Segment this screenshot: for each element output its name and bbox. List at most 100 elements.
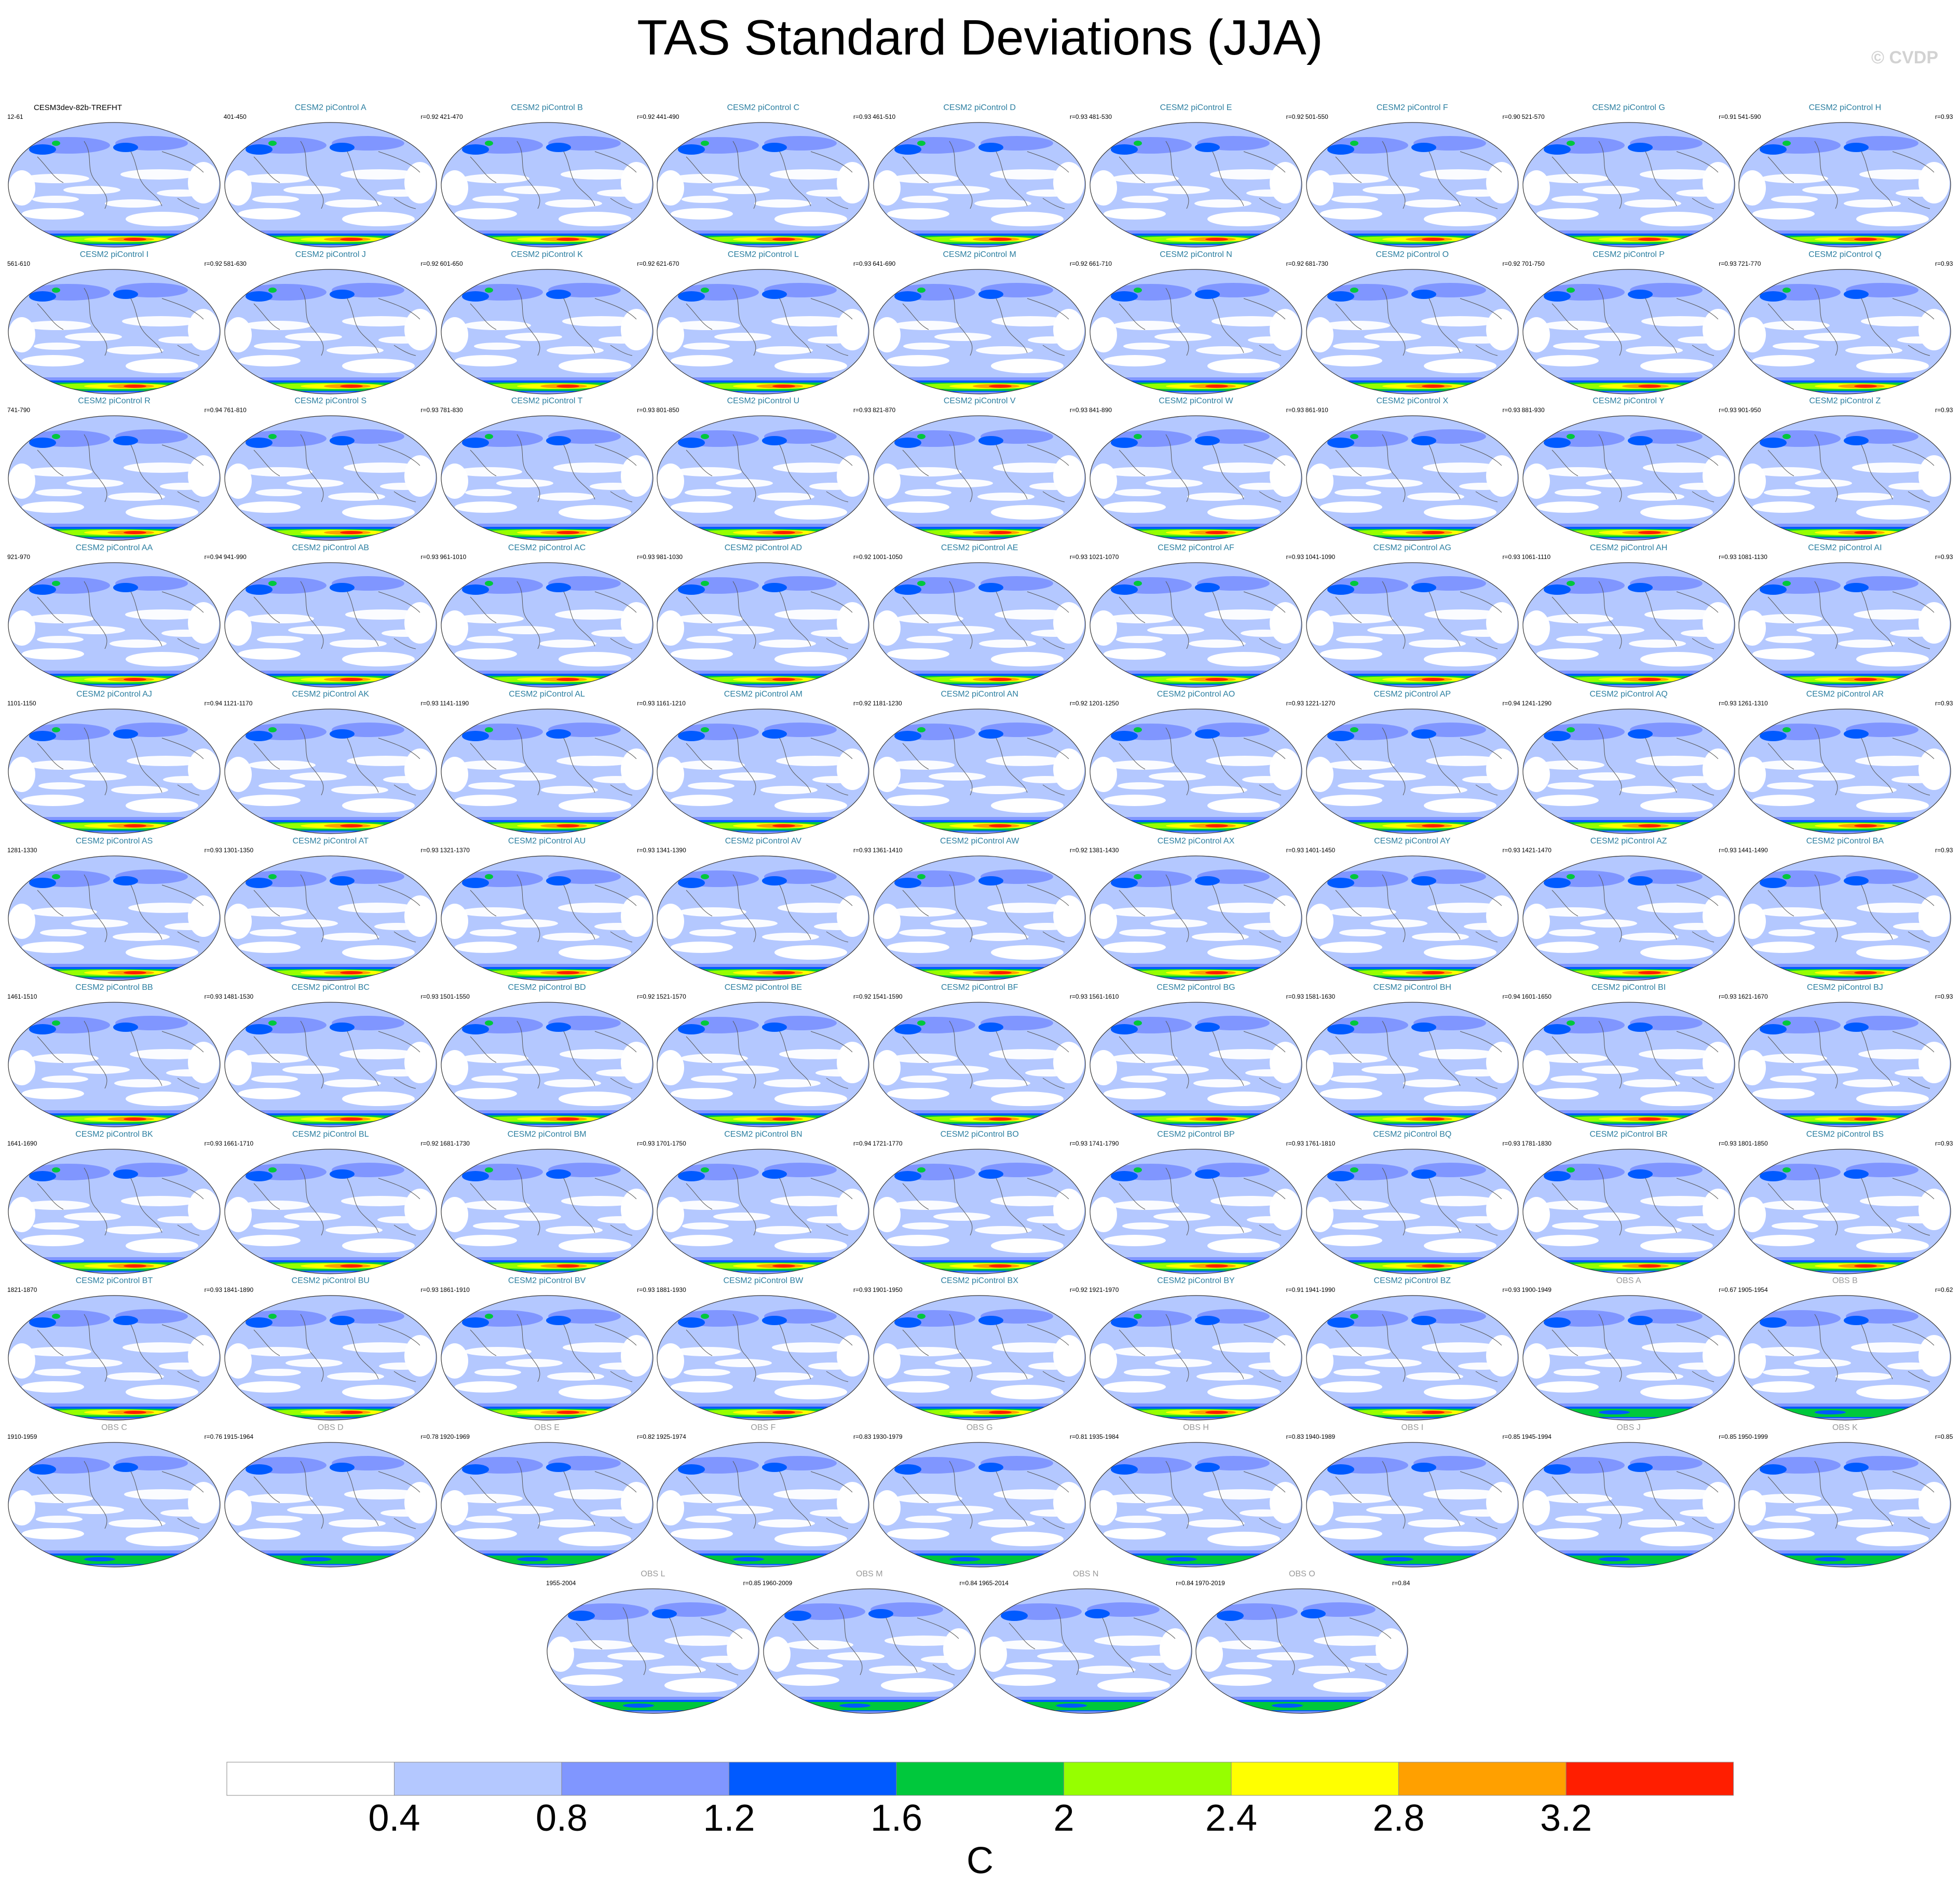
panel-years: 1081-1130 bbox=[1738, 553, 1767, 561]
panel-correlation: r=0.93 bbox=[420, 993, 439, 1000]
panel-correlation: r=0.82 bbox=[637, 1433, 655, 1440]
panel-years: 541-590 bbox=[1738, 113, 1761, 120]
panel-years: 401-450 bbox=[223, 113, 247, 120]
panel-title: CESM2 piControl K bbox=[511, 250, 583, 259]
map-plot bbox=[1195, 1588, 1408, 1714]
map-panel: CESM2 piControl BQ 1761-1810 r=0.93 bbox=[1304, 1129, 1520, 1276]
panel-correlation: r=0.93 bbox=[637, 846, 655, 854]
panel-years: 781-830 bbox=[440, 406, 463, 414]
panel-title: CESM2 piControl X bbox=[1376, 397, 1449, 405]
coastline-lines bbox=[902, 1314, 1069, 1382]
coastline-lines bbox=[1335, 581, 1502, 649]
map-panel: CESM2 piControl S 761-810 r=0.93 bbox=[223, 396, 439, 542]
map-panel: CESM2 piControl E 481-530 r=0.92 bbox=[1088, 103, 1304, 249]
panel-title: CESM2 piControl AT bbox=[292, 836, 369, 846]
map-plot bbox=[1738, 122, 1951, 248]
panel-title: CESM2 piControl AB bbox=[292, 543, 370, 552]
map-panel: CESM2 piControl BG 1561-1610 r=0.93 bbox=[1088, 983, 1304, 1129]
panel-years: 1925-1974 bbox=[656, 1433, 686, 1440]
panel-years: 1950-1999 bbox=[1738, 1433, 1768, 1440]
map-plot bbox=[1306, 415, 1519, 541]
colorbar-tick-label: 2.4 bbox=[1205, 1797, 1258, 1839]
map-plot bbox=[1738, 1148, 1951, 1274]
panel-title: OBS G bbox=[966, 1423, 993, 1432]
map-panel: CESM3dev-82b-TREFHT 12-61 bbox=[6, 103, 222, 249]
panel-correlation: r=0.93 bbox=[637, 406, 655, 414]
panel-years: 1930-1979 bbox=[873, 1433, 903, 1440]
map-plot bbox=[1306, 708, 1519, 834]
map-panel: OBS G 1930-1979 r=0.81 bbox=[872, 1423, 1087, 1569]
panel-correlation: r=0.92 bbox=[420, 113, 439, 120]
panel-correlation: r=0.93 bbox=[853, 846, 872, 854]
coastline-lines bbox=[37, 727, 204, 796]
coastline-lines bbox=[37, 288, 204, 356]
panel-correlation: r=0.93 bbox=[420, 1286, 439, 1293]
panel-correlation: r=0.85 bbox=[1502, 1433, 1520, 1440]
panel-correlation: r=0.93 bbox=[1286, 1139, 1304, 1147]
panel-title: CESM2 piControl M bbox=[943, 250, 1016, 259]
map-plot bbox=[657, 268, 869, 394]
map-plot bbox=[8, 708, 221, 834]
panel-years: 841-890 bbox=[1089, 406, 1112, 414]
panel-title: OBS K bbox=[1832, 1423, 1858, 1432]
panel-title: CESM2 piControl H bbox=[1808, 103, 1882, 112]
map-panel: CESM2 piControl AF 1021-1070 r=0.93 bbox=[1088, 543, 1304, 689]
panel-years: 981-1030 bbox=[656, 553, 683, 561]
panel-correlation: r=0.92 bbox=[1286, 113, 1304, 120]
coastline-lines bbox=[253, 581, 420, 649]
map-plot bbox=[1522, 562, 1735, 688]
map-panel: CESM2 piControl BK 1641-1690 r=0.93 bbox=[6, 1129, 222, 1276]
coastline-lines bbox=[576, 1607, 743, 1675]
map-panel: CESM2 piControl BA 1441-1490 r=0.93 bbox=[1737, 836, 1953, 983]
panel-correlation: r=0.93 bbox=[1719, 846, 1737, 854]
map-plot bbox=[224, 1441, 437, 1568]
panel-correlation: r=0.84 bbox=[1392, 1579, 1410, 1587]
map-panel: CESM2 piControl B 421-470 r=0.92 bbox=[439, 103, 655, 249]
panel-correlation: r=0.93 bbox=[1069, 553, 1088, 561]
map-panel: CESM2 piControl BJ 1621-1670 r=0.93 bbox=[1737, 983, 1953, 1129]
coastline-lines bbox=[253, 1167, 420, 1235]
panel-years: 1161-1210 bbox=[656, 700, 686, 707]
coastline-lines bbox=[1335, 141, 1502, 209]
panel-correlation: r=0.93 bbox=[1286, 700, 1304, 707]
panel-correlation: r=0.92 bbox=[637, 260, 655, 267]
map-panel: CESM2 piControl AC 961-1010 r=0.93 bbox=[439, 543, 655, 689]
coastline-lines bbox=[1768, 434, 1935, 502]
panel-title: CESM2 piControl AS bbox=[75, 836, 153, 846]
coastline-lines bbox=[1768, 1020, 1935, 1089]
coastline-lines bbox=[470, 581, 636, 649]
panel-years: 1421-1470 bbox=[1521, 846, 1551, 854]
panel-title: CESM2 piControl AU bbox=[508, 836, 586, 846]
coastline-lines bbox=[1768, 1461, 1935, 1529]
map-plot bbox=[8, 1295, 221, 1421]
panel-years: 1281-1330 bbox=[7, 846, 37, 854]
map-panel: CESM2 piControl BF 1541-1590 r=0.93 bbox=[872, 983, 1087, 1129]
map-panel: CESM2 piControl AN 1181-1230 r=0.92 bbox=[872, 689, 1087, 836]
panel-years: 1910-1959 bbox=[7, 1433, 37, 1440]
panel-title: CESM2 piControl AQ bbox=[1589, 690, 1668, 699]
coastline-lines bbox=[253, 141, 420, 209]
cvdp-watermark: © CVDP bbox=[1871, 48, 1938, 67]
panel-years: 901-950 bbox=[1738, 406, 1761, 414]
panel-correlation: r=0.93 bbox=[1069, 113, 1088, 120]
panel-years: 801-850 bbox=[656, 406, 679, 414]
colorbar-tick-label: 2 bbox=[1053, 1797, 1074, 1839]
panel-title: CESM2 piControl BI bbox=[1591, 983, 1666, 992]
panel-correlation: r=0.93 bbox=[853, 260, 872, 267]
panel-title: CESM2 piControl AW bbox=[940, 836, 1019, 846]
map-plot bbox=[8, 268, 221, 394]
panel-years: 1141-1190 bbox=[440, 700, 469, 707]
panel-title: CESM2 piControl S bbox=[294, 397, 367, 405]
map-plot bbox=[440, 122, 654, 248]
map-panel: CESM2 piControl BD 1501-1550 r=0.92 bbox=[439, 983, 655, 1129]
coastline-lines bbox=[1551, 581, 1718, 649]
panel-years: 681-730 bbox=[1305, 260, 1328, 267]
map-panel: CESM2 piControl AM 1161-1210 r=0.92 bbox=[655, 689, 871, 836]
colorbar-swatch bbox=[1398, 1762, 1567, 1796]
panel-years: 1401-1450 bbox=[1305, 846, 1336, 854]
panel-correlation: r=0.91 bbox=[1719, 113, 1737, 120]
panel-years: 421-470 bbox=[440, 113, 463, 120]
map-plot bbox=[657, 708, 869, 834]
panel-correlation: r=0.67 bbox=[1719, 1286, 1737, 1293]
map-panel: CESM2 piControl AK 1121-1170 r=0.93 bbox=[223, 689, 439, 836]
